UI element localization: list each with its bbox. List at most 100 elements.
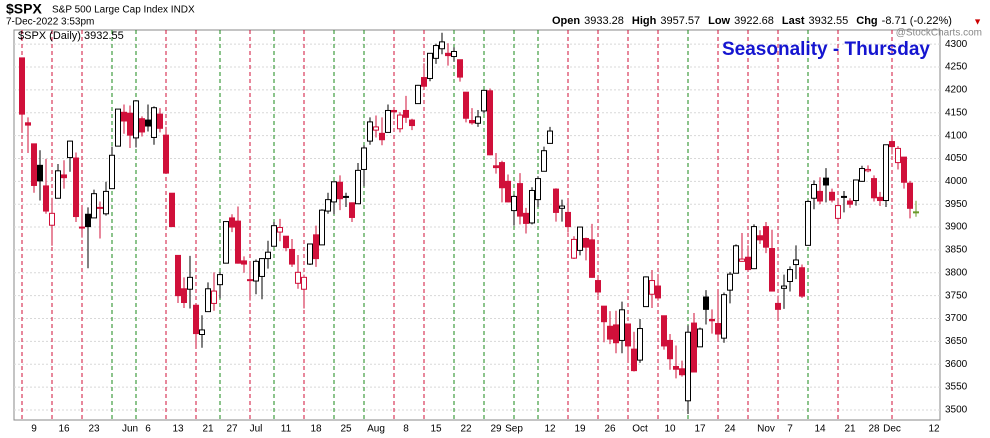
candle-body [499,162,505,189]
candle-body [79,226,85,229]
symbol: $SPX [6,1,42,17]
y-tick-label: 4200 [945,85,968,96]
x-tick-label: 12 [544,424,556,435]
candle-body [745,256,751,271]
candle-body [793,259,799,266]
candle-body [163,134,169,174]
x-tick-label: Oct [632,424,648,435]
candle-body [103,190,109,215]
quote-label: Open [552,15,580,27]
x-tick-label: 21 [202,424,214,435]
candle-body [199,329,205,336]
candle-body [481,89,487,112]
candle-body [223,221,229,264]
candle-body [715,323,721,335]
x-tick-label: 18 [310,424,322,435]
candle-body [637,328,643,361]
candle-body [397,114,403,130]
candle-body [517,183,523,217]
candle-body [679,368,685,376]
candle-body [445,52,451,57]
watermark: @StockCharts.com [896,28,982,39]
y-tick-label: 3700 [945,313,968,324]
x-tick-label: 27 [226,424,238,435]
candle-body [247,279,253,282]
candle-body [289,248,295,265]
candle-body [703,296,709,310]
x-tick-label: 6 [145,424,151,435]
candle-body [877,196,883,202]
candle-body [139,118,145,133]
candle-body [61,174,67,179]
candle-body [511,195,517,212]
candle-body [589,239,595,278]
quote-value: -8.71 (-0.22%) [882,15,952,27]
candle-body [253,260,259,282]
y-tick-label: 3950 [945,199,968,210]
y-tick-label: 4300 [945,39,968,50]
x-tick-label: 28 [868,424,880,435]
candle-body [841,195,847,198]
candle-body [409,119,415,127]
date: 7-Dec-2022 3:53pm [6,17,94,28]
candle-body [565,211,571,228]
candle-body [229,217,235,228]
candle-body [127,112,133,136]
candle-body [709,318,715,322]
candle-body [361,147,367,170]
quote-label: Chg [856,15,877,27]
quote-label: Low [708,15,730,27]
legend: $SPX (Daily) 3932.55 [18,30,124,42]
candle-body [19,57,25,115]
candle-body [613,324,619,344]
x-tick-label: Sep [505,424,523,435]
candle-body [763,226,769,248]
candle-body [355,169,361,205]
y-tick-label: 3500 [945,405,968,416]
candle-body [775,302,781,310]
candle-body [865,168,871,172]
plot-frame [13,29,941,421]
quote-value: 3922.68 [734,15,774,27]
quote-label: Last [782,15,805,27]
candle-body [67,140,73,159]
candle-body [415,84,421,105]
candle-body [241,260,247,265]
candle-body [529,189,535,224]
candle-body [205,288,211,313]
symbol-name: S&P 500 Large Cap Index INDX [52,5,195,16]
candle-body [883,144,889,202]
candle-body [331,181,337,203]
x-tick-label: 8 [403,424,409,435]
change-arrow: ▼ [973,16,982,26]
candle-body [55,170,61,199]
y-tick-label: 3550 [945,382,968,393]
candle-body [649,280,655,295]
candle-body [781,285,787,289]
x-tick-label: Nov [757,424,775,435]
candle-body [805,200,811,246]
candle-body [271,225,277,247]
candle-body [631,348,637,372]
candle-body [211,290,217,304]
x-tick-label: 19 [574,424,586,435]
quote-label: High [632,15,657,27]
candle-body [829,191,835,201]
candle-body [457,59,463,78]
candle-body [535,178,541,201]
candle-body [493,165,499,169]
x-tick-label: 13 [172,424,184,435]
x-tick-label: 21 [844,424,856,435]
candle-body [577,226,583,251]
candle-body [733,245,739,274]
candle-body [559,205,565,209]
candle-body [43,185,49,212]
candle-body [235,220,241,264]
candle-body [91,193,97,219]
y-tick-label: 3900 [945,222,968,233]
x-tick-label: 9 [31,424,37,435]
candle-body [661,315,667,347]
candle-body [685,331,691,402]
candle-body [379,132,385,141]
candle-body [619,309,625,341]
